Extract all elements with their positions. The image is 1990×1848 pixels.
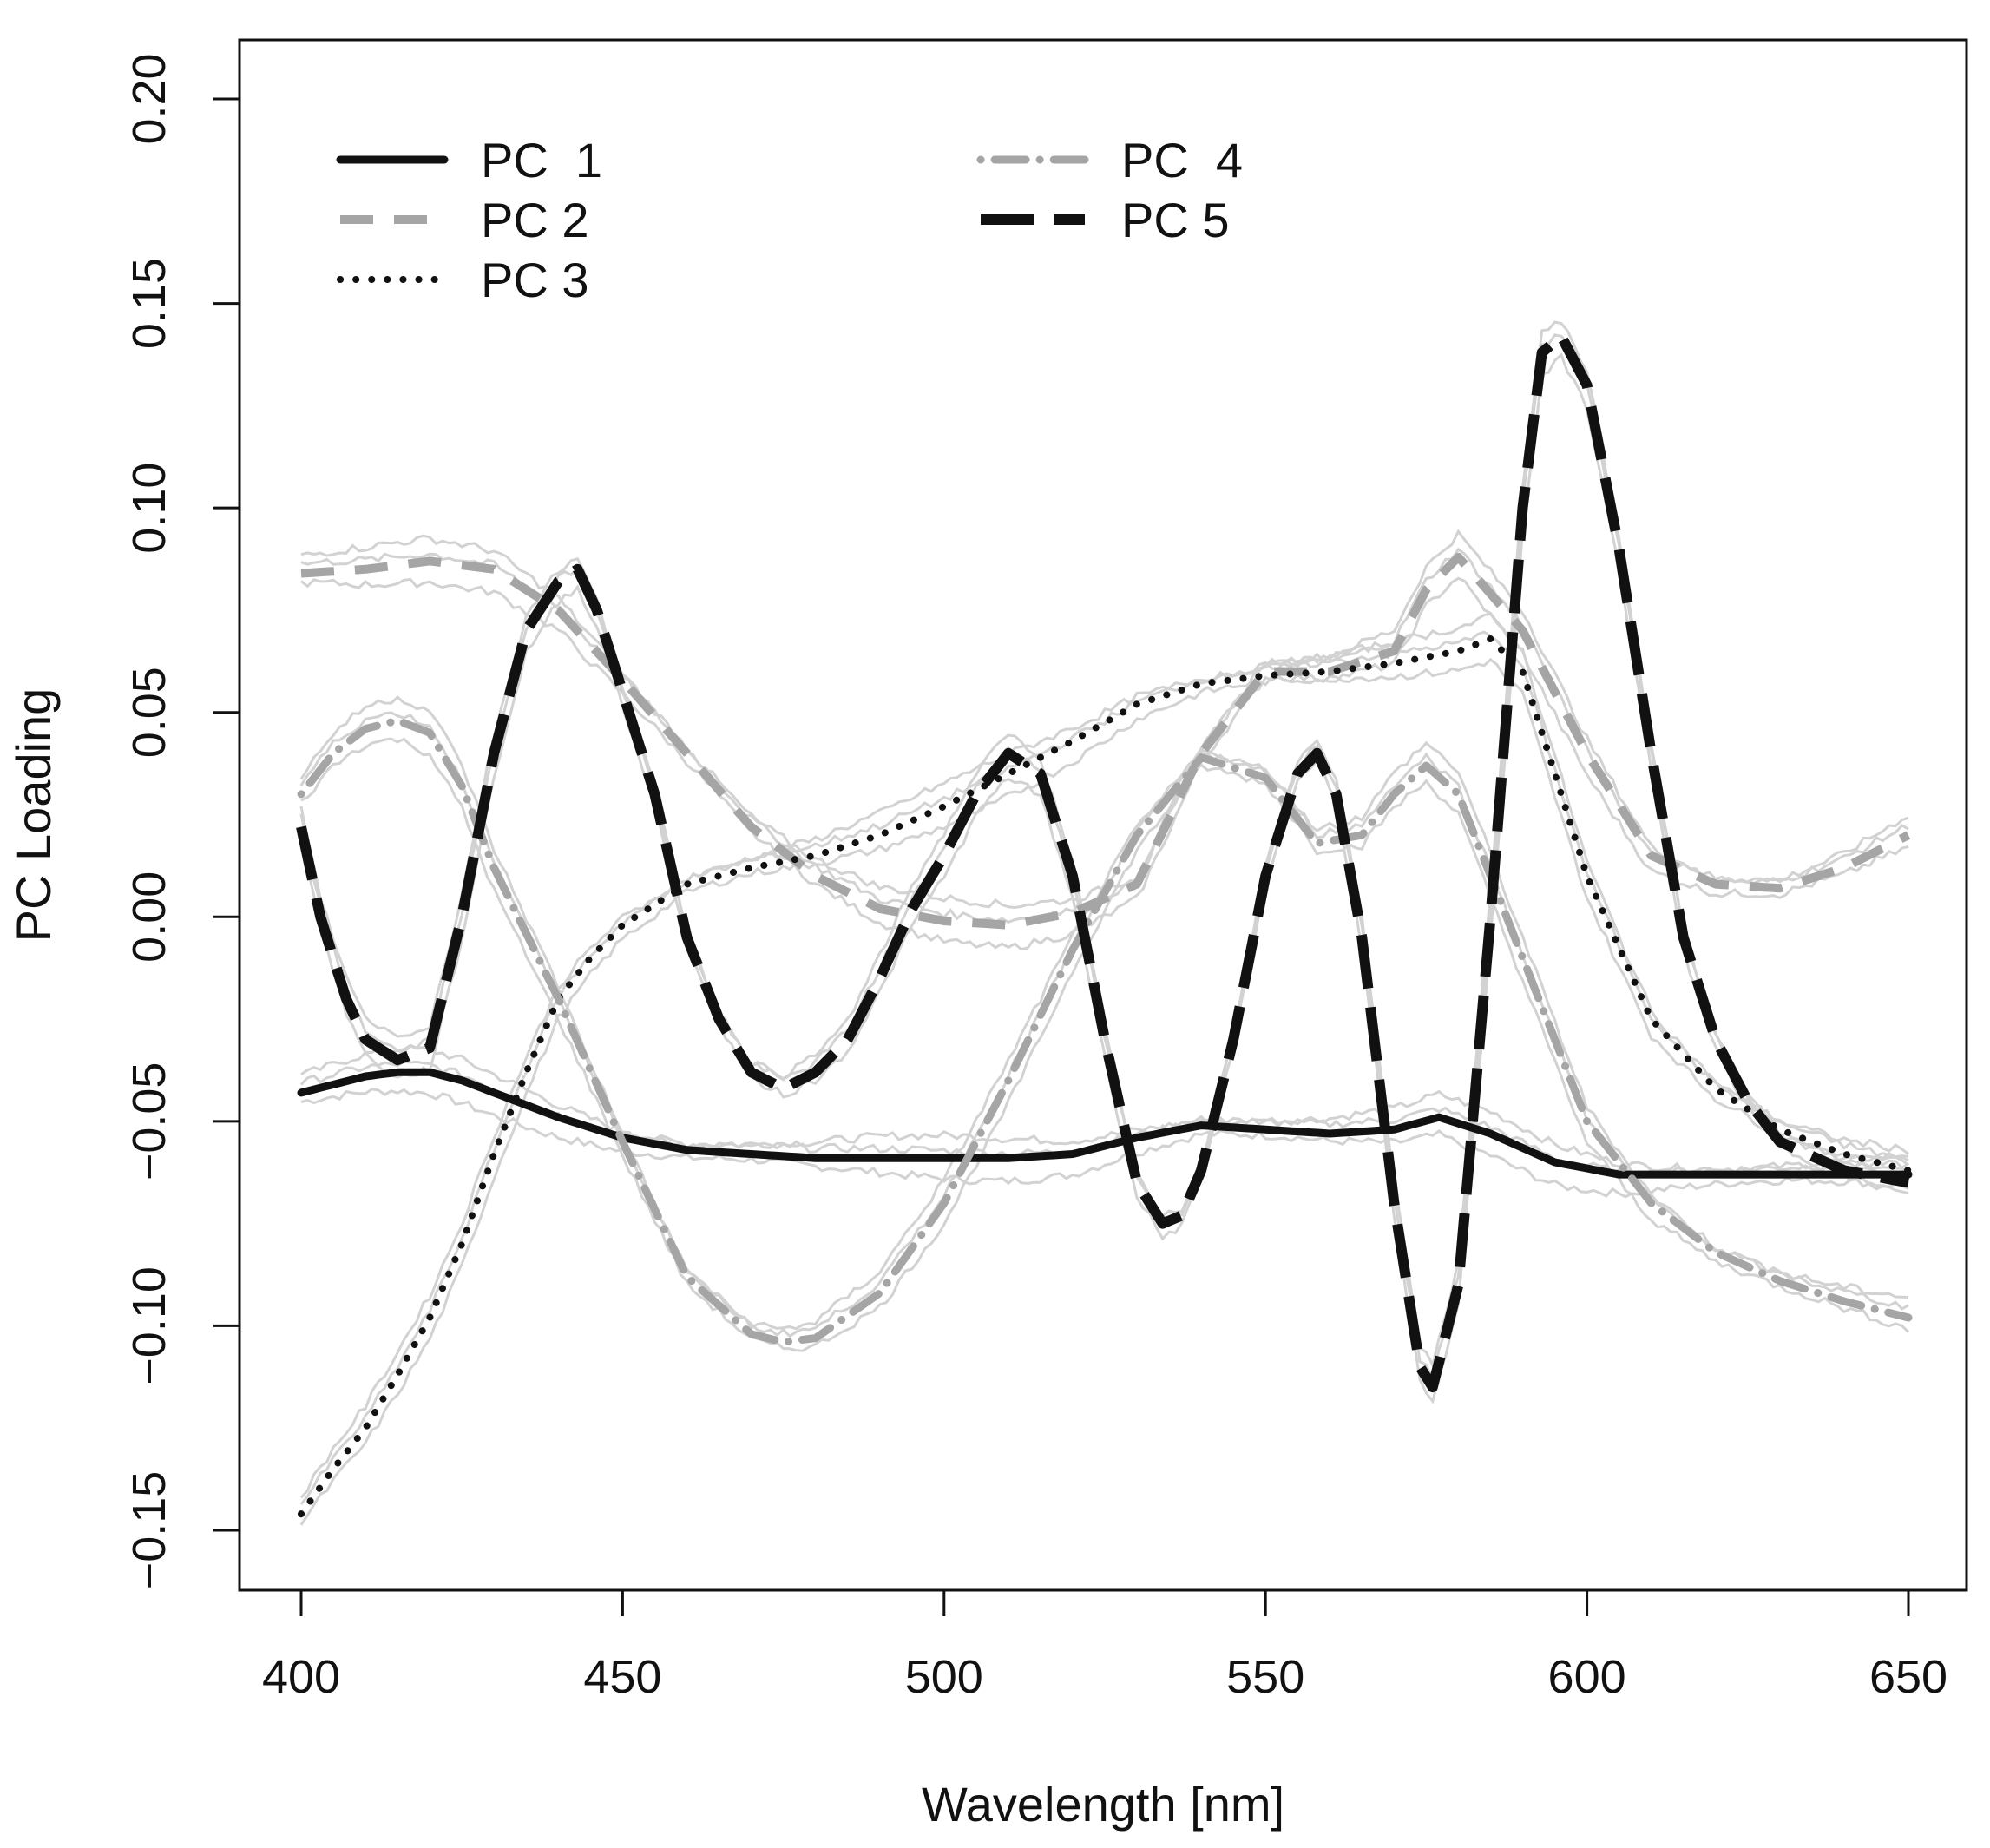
- band-line-pc1: [299, 1060, 1909, 1178]
- y-tick-label: −0.10: [123, 1266, 175, 1385]
- band-line-pc4: [300, 737, 1910, 1352]
- y-tick-label: 0.05: [123, 667, 175, 758]
- x-tick-label: 600: [1548, 1651, 1626, 1703]
- y-tick-label: −0.05: [123, 1062, 175, 1181]
- legend: PC 1 PC 2 PC 3 PC 4 PC 5: [336, 133, 1243, 307]
- y-tick-label: −0.15: [123, 1471, 175, 1590]
- band-line-pc3: [299, 657, 1910, 1526]
- y-axis: −0.15 −0.10 −0.05 0.00 0.05 0.10 0.15 0.20: [123, 53, 241, 1590]
- x-tick-label: 650: [1869, 1651, 1947, 1703]
- x-tick-label: 400: [262, 1651, 340, 1703]
- legend-label-pc4: PC 4: [1121, 133, 1243, 187]
- y-tick-label: 0.10: [123, 463, 175, 554]
- x-tick-label: 550: [1226, 1651, 1304, 1703]
- series-line-pc3: [298, 635, 1912, 1518]
- band-line-pc3: [299, 630, 1909, 1505]
- y-tick-label: 0.15: [123, 258, 175, 349]
- series-line-pc4: [297, 716, 1913, 1346]
- legend-label-pc2: PC 2: [481, 193, 589, 247]
- band-line-pc4: [299, 695, 1909, 1331]
- legend-label-pc3: PC 3: [481, 253, 589, 307]
- x-axis-title: Wavelength [nm]: [922, 1777, 1284, 1832]
- band-line-pc5: [299, 352, 1909, 1404]
- x-tick-label: 450: [583, 1651, 661, 1703]
- y-tick-label: 0.20: [123, 53, 175, 144]
- x-tick-label: 500: [905, 1651, 983, 1703]
- band-line-pc1: [300, 1044, 1909, 1174]
- bootstrap-bands: [299, 320, 1910, 1526]
- series-lines: [296, 331, 1913, 1518]
- series-line-pc1: [297, 1068, 1913, 1179]
- legend-label-pc5: PC 5: [1121, 193, 1230, 247]
- legend-label-pc1: PC 1: [481, 133, 602, 187]
- y-axis-title: PC Loading: [6, 688, 61, 943]
- band-line-pc3: [299, 612, 1909, 1499]
- y-tick-label: 0.00: [123, 871, 175, 963]
- band-line-pc5: [299, 333, 1909, 1384]
- x-axis: 400 450 500 550 600 650: [262, 1588, 1947, 1703]
- band-line-pc2: [300, 576, 1909, 951]
